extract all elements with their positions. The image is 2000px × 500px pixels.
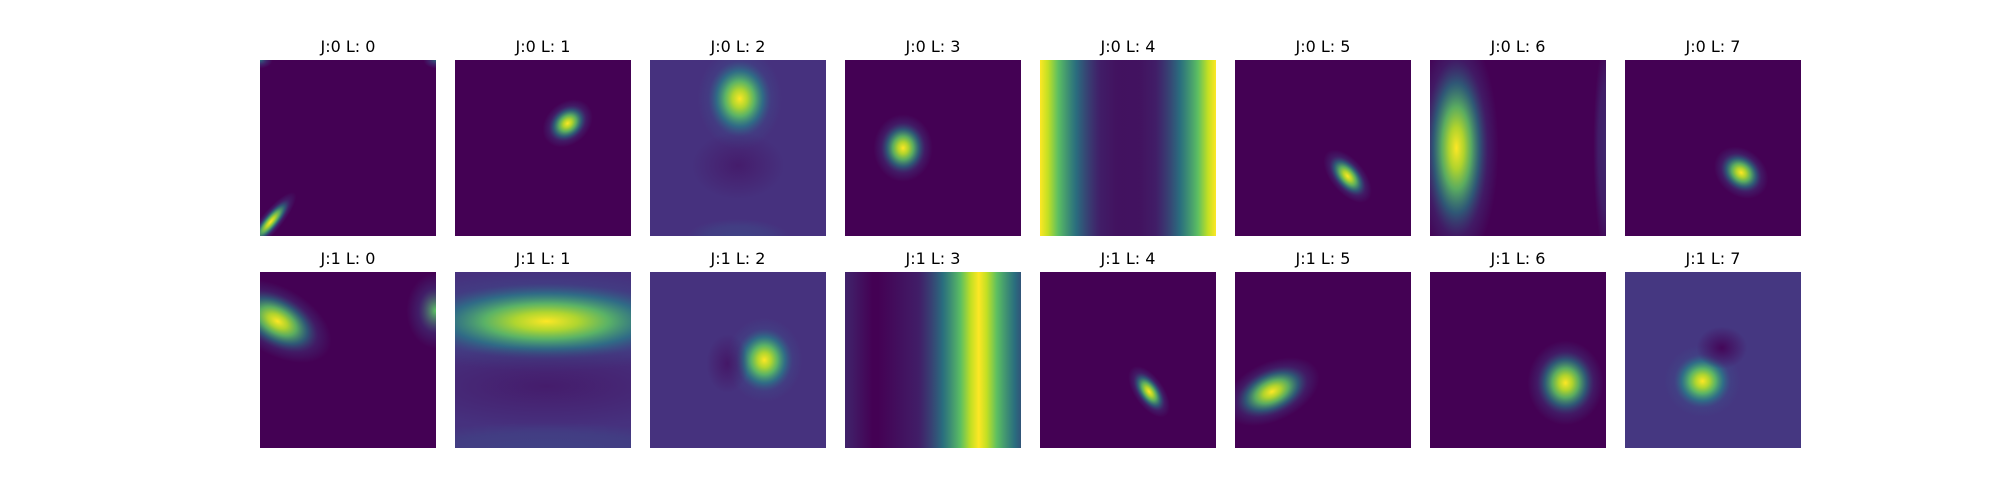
heatmap-image: [1625, 60, 1801, 236]
panel-title: J:0 L: 6: [1490, 37, 1546, 56]
heatmap-background: [455, 60, 631, 236]
heatmap-image: [260, 272, 436, 448]
heatmap-image: [1040, 60, 1216, 236]
heatmap-background: [845, 60, 1021, 236]
panel-title: J:0 L: 5: [1295, 37, 1351, 56]
heatmap-image: [1235, 60, 1411, 236]
peak-feature: [1235, 357, 1320, 426]
panel-title: J:1 L: 4: [1100, 249, 1156, 268]
panel-j1-l7: J:1 L: 7: [1625, 249, 1801, 448]
panel-j0-l7: J:0 L: 7: [1625, 37, 1801, 236]
heatmap-image: [1430, 60, 1606, 236]
heatmap-image: [845, 60, 1021, 236]
heatmap-background: [1235, 60, 1411, 236]
panel-title: J:1 L: 7: [1685, 249, 1741, 268]
peak-feature: [697, 60, 782, 150]
peak-feature: [873, 114, 933, 182]
trough-feature: [1696, 326, 1748, 369]
peak-feature: [1593, 60, 1606, 236]
peak-feature: [260, 192, 297, 236]
peak-feature: [1430, 60, 1499, 236]
panel-grid: J:0 L: 0 J:0 L: 1 J:0 L: 2 J:0 L: 3 J:0 L: 4…: [260, 37, 1801, 448]
panel-title: J:0 L: 1: [515, 37, 571, 56]
peak-feature: [542, 99, 593, 148]
heatmap-image: [845, 272, 1021, 448]
panel-title: J:0 L: 2: [710, 37, 766, 56]
heatmap-image: [260, 60, 436, 236]
panel-j1-l6: J:1 L: 6: [1430, 249, 1606, 448]
heatmap-image: [1040, 272, 1216, 448]
panel-title: J:1 L: 6: [1490, 249, 1546, 268]
panel-j0-l5: J:0 L: 5: [1235, 37, 1411, 236]
peak-feature: [726, 317, 803, 403]
panel-j1-l3: J:1 L: 3: [845, 249, 1021, 448]
peak-feature: [1527, 340, 1604, 426]
panel-j1-l2: J:1 L: 2: [650, 249, 826, 448]
panel-j0-l3: J:0 L: 3: [845, 37, 1021, 236]
peak-feature: [423, 60, 436, 69]
panel-title: J:0 L: 3: [905, 37, 961, 56]
panel-j1-l1: J:1 L: 1: [455, 249, 631, 448]
heatmap-background: [1625, 60, 1801, 236]
stripe-feature: [1115, 60, 1216, 236]
heatmap-image: [1625, 272, 1801, 448]
panel-j1-l5: J:1 L: 5: [1235, 249, 1411, 448]
stripe-feature: [845, 272, 873, 448]
peak-feature: [260, 279, 332, 363]
peak-feature: [260, 60, 273, 69]
peak-feature: [1714, 146, 1769, 199]
peak-feature: [455, 422, 631, 448]
trough-feature: [691, 131, 785, 200]
heatmap-image: [650, 272, 826, 448]
heatmap-background: [1040, 272, 1216, 448]
heatmap-image: [650, 60, 826, 236]
panel-title: J:0 L: 4: [1100, 37, 1156, 56]
panel-title: J:1 L: 2: [710, 249, 766, 268]
panel-j0-l0: J:0 L: 0: [260, 37, 436, 236]
panel-title: J:1 L: 1: [515, 249, 571, 268]
panel-title: J:1 L: 3: [905, 249, 961, 268]
panel-j1-l4: J:1 L: 4: [1040, 249, 1216, 448]
trough-feature: [706, 333, 749, 394]
panel-title: J:0 L: 0: [320, 37, 376, 56]
peak-feature: [687, 219, 789, 236]
panel-title: J:1 L: 0: [320, 249, 376, 268]
panel-title: J:0 L: 7: [1685, 37, 1741, 56]
panel-j0-l1: J:0 L: 1: [455, 37, 631, 236]
peak-feature: [406, 272, 436, 349]
panel-j0-l2: J:0 L: 2: [650, 37, 826, 236]
trough-feature: [455, 344, 631, 429]
panel-title: J:1 L: 5: [1295, 249, 1351, 268]
heatmap-image: [455, 272, 631, 448]
panel-j0-l6: J:0 L: 6: [1430, 37, 1606, 236]
heatmap-image: [1235, 272, 1411, 448]
panel-j0-l4: J:0 L: 4: [1040, 37, 1216, 236]
peak-feature: [1128, 366, 1170, 418]
heatmap-image: [455, 60, 631, 236]
peak-feature: [1323, 149, 1372, 203]
heatmap-image: [1430, 272, 1606, 448]
panel-j1-l0: J:1 L: 0: [260, 249, 436, 448]
stripe-feature: [878, 272, 1021, 448]
